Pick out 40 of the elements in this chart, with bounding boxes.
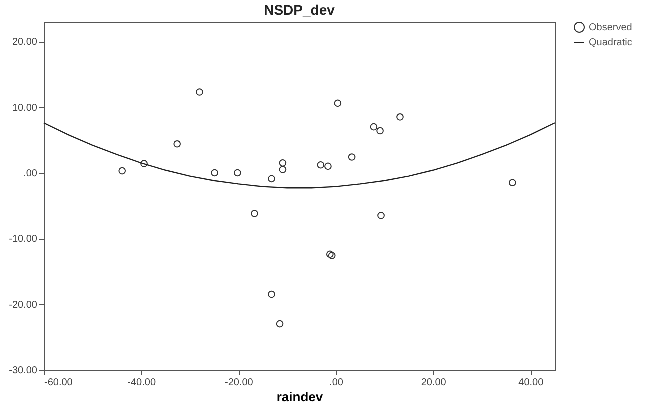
chart-title: NSDP_dev	[264, 2, 336, 18]
x-tick-label: .00	[330, 378, 344, 388]
legend-label: Quadratic	[589, 38, 632, 48]
x-tick-label: 40.00	[518, 378, 544, 388]
point	[140, 160, 148, 168]
point	[234, 169, 242, 177]
point	[328, 252, 336, 260]
y-tick-label: -20.00	[9, 300, 38, 311]
point	[324, 162, 332, 170]
point	[376, 127, 384, 135]
point	[279, 160, 287, 167]
point	[509, 179, 516, 187]
x-tick-label: -20.00	[224, 378, 254, 388]
point	[317, 161, 325, 169]
y-tick-label: -10.00	[9, 234, 38, 246]
x-axis-title: raindev	[276, 390, 324, 404]
point	[251, 210, 258, 218]
point	[396, 114, 404, 121]
point	[279, 166, 287, 174]
point	[370, 123, 378, 131]
y-tick-label: 20.00	[12, 37, 38, 48]
x-tick-label: 20.00	[421, 378, 447, 388]
x-tick-label: -60.00	[44, 378, 74, 388]
point	[276, 320, 284, 328]
point	[268, 175, 276, 183]
y-tick-label: 10.00	[12, 102, 38, 114]
point	[378, 212, 385, 220]
line-series	[43, 122, 556, 189]
y-tick-label: -30.00	[9, 366, 38, 376]
legend-label: Observed	[589, 22, 632, 34]
point	[211, 169, 218, 177]
point	[326, 250, 334, 258]
point	[196, 88, 204, 96]
point	[174, 140, 182, 148]
point	[334, 100, 342, 108]
x-tick-label: -40.00	[128, 378, 156, 388]
point	[268, 290, 276, 298]
point	[348, 154, 356, 161]
y-tick-label: .00	[24, 168, 38, 180]
point	[118, 167, 126, 175]
